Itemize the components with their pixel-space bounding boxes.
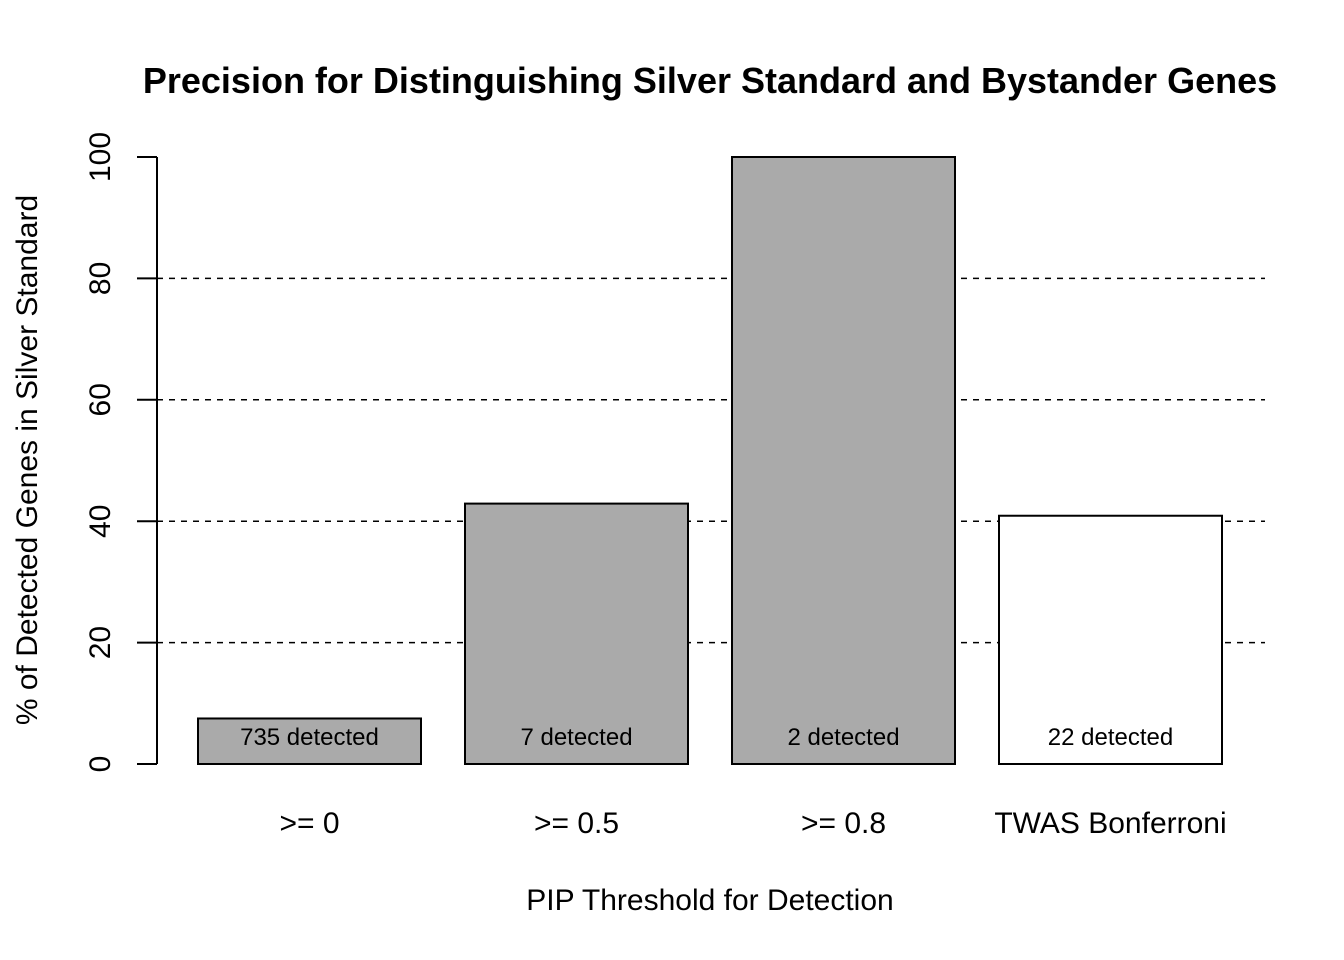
bar-data-label: 22 detected: [1048, 724, 1173, 751]
y-tick-label: 0: [84, 756, 117, 773]
gridlines: [157, 277, 1265, 644]
chart-title: Precision for Distinguishing Silver Stan…: [143, 60, 1277, 101]
x-tick-label: TWAS Bonferroni: [994, 807, 1226, 840]
x-axis-label: PIP Threshold for Detection: [526, 884, 893, 917]
bar: [197, 717, 422, 765]
y-tick-label: 60: [84, 383, 117, 416]
bar-data-label: 2 detected: [787, 724, 899, 751]
bar-data-label: 7 detected: [520, 724, 632, 751]
bar: [731, 156, 956, 765]
bar: [998, 514, 1223, 765]
y-tick-label: 20: [84, 626, 117, 659]
bar-data-label: 735 detected: [240, 724, 379, 751]
bars: 735 detected 7 detected 2 detected 22 detec…: [197, 156, 1223, 765]
y-axis-label: % of Detected Genes in Silver Standard: [11, 195, 44, 725]
bar: [464, 502, 689, 765]
x-tick-label: >= 0: [279, 807, 339, 840]
y-tick-label: 80: [84, 262, 117, 295]
y-tick-label: 40: [84, 505, 117, 538]
x-tick-labels: >= 0 >= 0.5 >= 0.8 TWAS Bonferroni: [279, 807, 1226, 840]
y-tick-label: 100: [84, 132, 117, 182]
x-tick-label: >= 0.8: [801, 807, 886, 840]
y-axis: 0 20 40 60 80 100: [84, 132, 158, 773]
x-tick-label: >= 0.5: [534, 807, 619, 840]
